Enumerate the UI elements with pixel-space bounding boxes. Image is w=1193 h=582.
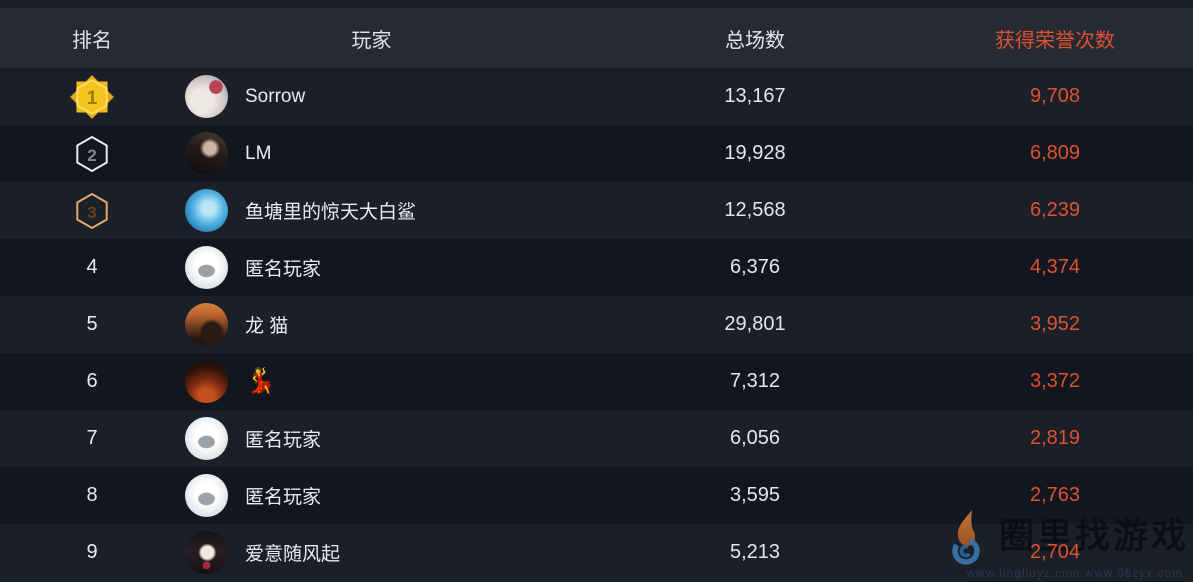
column-header-player: 玩家 [351, 29, 392, 52]
player-avatar [185, 531, 228, 574]
player-avatar [185, 189, 228, 232]
player-avatar [185, 474, 228, 517]
player-name: LM [245, 142, 272, 164]
player-avatar [185, 246, 228, 289]
rank-cell: 1 1 1 1 [0, 72, 184, 122]
rank-cell: 2 2 2 2 [0, 134, 184, 174]
rank-number: 7 [86, 427, 98, 449]
player-name: 匿名玩家 [245, 430, 322, 451]
player-cell: Sorrow [184, 75, 607, 118]
total-games-value: 12,568 [724, 199, 786, 221]
total-games-value: 6,056 [729, 427, 781, 449]
table-row[interactable]: 1 1 1 1 Sorrow 13,167 9,708 [0, 68, 1193, 125]
gold-medal-icon: 1 [70, 74, 114, 119]
silver-medal-icon: 2 [76, 135, 108, 172]
rank-number: 5 [86, 313, 98, 335]
player-name: 鱼塘里的惊天大白鲨 [245, 202, 417, 223]
total-games-value: 3,595 [729, 484, 781, 506]
rank-cell: 5 5 5 5 [0, 313, 184, 336]
honor-count-value: 2,704 [1029, 541, 1081, 563]
table-row[interactable]: 2 2 2 2 LM 19,928 6,809 [0, 125, 1193, 182]
column-header-honor-count: 获得荣誉次数 [995, 29, 1115, 52]
player-cell: 龙 猫 [184, 303, 607, 346]
rank-cell: 8 8 8 8 [0, 484, 184, 507]
total-games-value: 6,376 [729, 256, 781, 278]
rank-cell: 3 3 3 3 [0, 191, 184, 231]
player-cell: 爱意随风起 [184, 531, 607, 574]
total-games-value: 5,213 [729, 541, 781, 563]
table-row[interactable]: 5 5 5 5 龙 猫 29,801 3,952 [0, 296, 1193, 353]
rank-cell: 7 7 7 7 [0, 427, 184, 450]
player-name: 龙 猫 [245, 316, 289, 337]
rank-cell: 6 6 6 6 [0, 370, 184, 393]
rank-cell: 9 9 9 9 [0, 541, 184, 564]
svg-text:2: 2 [87, 146, 96, 165]
player-avatar [185, 417, 228, 460]
honor-count-value: 6,809 [1029, 142, 1081, 164]
rank-number: 4 [86, 256, 98, 278]
honor-count-value: 3,372 [1029, 370, 1081, 392]
rank-number: 9 [86, 541, 98, 563]
honor-count-value: 6,239 [1029, 199, 1081, 221]
table-row[interactable]: 6 6 6 6 💃 7,312 3,372 [0, 353, 1193, 410]
player-name: 匿名玩家 [245, 259, 322, 280]
table-row[interactable]: 4 4 4 4 匿名玩家 6,376 4,374 [0, 239, 1193, 296]
rank-number: 6 [86, 370, 98, 392]
player-cell: 匿名玩家 [184, 417, 607, 460]
table-row[interactable]: 8 8 8 8 匿名玩家 3,595 2,763 [0, 467, 1193, 524]
player-name: 匿名玩家 [245, 487, 322, 508]
player-name: 💃 [245, 367, 277, 395]
table-row[interactable]: 7 7 7 7 匿名玩家 6,056 2,819 [0, 410, 1193, 467]
player-cell: 匿名玩家 [184, 474, 607, 517]
honor-count-value: 3,952 [1029, 313, 1081, 335]
table-row[interactable]: 9 9 9 9 爱意随风起 5,213 2,704 [0, 524, 1193, 581]
player-avatar [185, 360, 228, 403]
rank-number: 8 [86, 484, 98, 506]
honor-count-value: 2,763 [1029, 484, 1081, 506]
total-games-value: 7,312 [729, 370, 781, 392]
player-cell: 💃 [184, 360, 607, 403]
rank-cell: 4 4 4 4 [0, 256, 184, 279]
top-strip [0, 0, 1193, 8]
player-name: 爱意随风起 [245, 544, 341, 565]
table-row[interactable]: 3 3 3 3 鱼塘里的惊天大白鲨 12,568 6,239 [0, 182, 1193, 239]
player-avatar [185, 303, 228, 346]
player-avatar [185, 132, 228, 175]
player-cell: 鱼塘里的惊天大白鲨 [184, 189, 607, 232]
total-games-value: 13,167 [724, 85, 786, 107]
honor-count-value: 2,819 [1029, 427, 1081, 449]
column-header-total-games: 总场数 [725, 29, 785, 52]
table-header: 排名 玩家 总场数 获得荣誉次数 [0, 8, 1193, 68]
player-cell: LM [184, 132, 607, 175]
honor-count-value: 9,708 [1029, 85, 1081, 107]
column-header-rank: 排名 [72, 29, 112, 52]
honor-count-value: 4,374 [1029, 256, 1081, 278]
player-avatar [185, 75, 228, 118]
player-cell: 匿名玩家 [184, 246, 607, 289]
table-body: 1 1 1 1 Sorrow 13,167 9,708 [0, 68, 1193, 581]
svg-text:1: 1 [87, 88, 98, 109]
total-games-value: 29,801 [724, 313, 786, 335]
player-name: Sorrow [245, 85, 306, 107]
total-games-value: 19,928 [724, 142, 786, 164]
bronze-medal-icon: 3 [76, 192, 108, 229]
svg-text:3: 3 [87, 203, 96, 222]
